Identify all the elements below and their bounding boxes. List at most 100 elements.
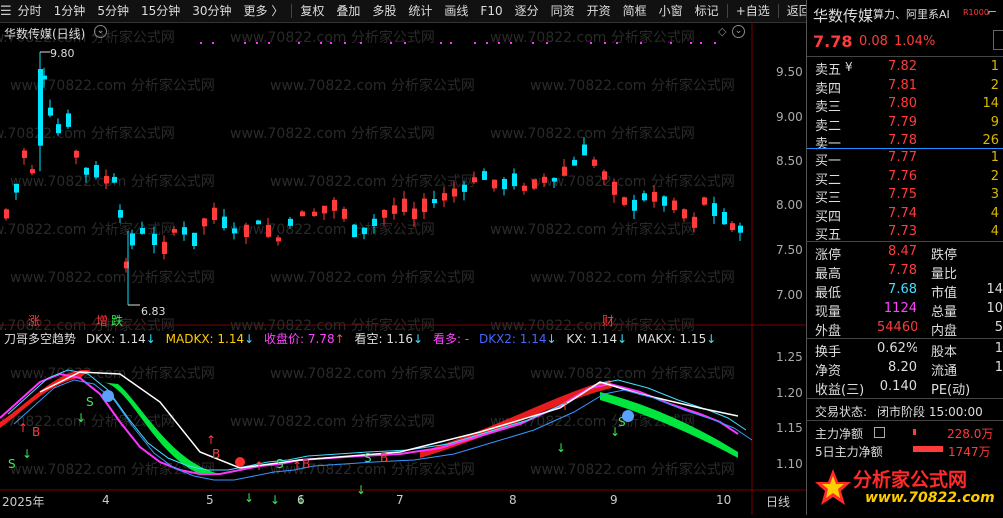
scroll-handle[interactable] [993, 30, 1003, 50]
candle-body [602, 171, 607, 180]
diamond-icon[interactable]: ◇ [718, 25, 727, 38]
stat-value: 10 [986, 301, 1003, 316]
toolbar-button[interactable]: 复权 [300, 4, 325, 18]
indicator-legend: 刀哥多空趋势 DKX: 1.14↓ MADKX: 1.14↓ 收盘价: 7.78… [4, 330, 716, 347]
toolbar-button[interactable]: 小窗 [658, 4, 683, 18]
toolbar-button[interactable]: 同资 [550, 4, 575, 18]
marker-dot [486, 42, 488, 44]
arrow-down-icon: ↓ [413, 332, 424, 346]
candle-body [362, 227, 367, 235]
candle-body [562, 166, 567, 176]
yuan-icon: ¥ [845, 60, 853, 74]
toolbar-separator [777, 4, 779, 18]
watermark: www.70822.com 分析家公式网 [490, 221, 695, 238]
watermark: www.70822.com 分析家公式网 [10, 77, 215, 94]
signal-ball [622, 410, 634, 422]
book-price: 7.82 [888, 59, 917, 74]
stat-value: 0.62% [877, 341, 917, 356]
x-label: 5 [206, 493, 214, 507]
watermark: www.70822.com 分析家公式网 [0, 125, 175, 142]
chart-svg[interactable]: www.70822.com 分析家公式网 www.70822.com 分析家公式网… [0, 22, 806, 515]
toolbar-button[interactable]: 叠加 [336, 4, 361, 18]
book-label: 卖四 [815, 81, 842, 97]
divider [807, 56, 1003, 57]
candle-body [288, 218, 293, 226]
candle-body [422, 198, 427, 213]
book-volume: 2 [990, 77, 999, 93]
price-tick: 8.00 [776, 198, 803, 212]
bull-band [600, 392, 738, 458]
candle-body [512, 173, 517, 187]
marker-dot [670, 42, 672, 44]
book-price: 7.81 [888, 77, 917, 93]
stat-label: 现量 [815, 305, 842, 320]
candle-body [382, 209, 387, 218]
resize-icon[interactable]: ⌐ [987, 5, 998, 19]
toolbar-button[interactable]: 30分钟 [192, 4, 232, 18]
menu-icon[interactable]: ☰ [0, 3, 12, 19]
toolbar-button[interactable]: 返回 [786, 4, 811, 18]
indicator-name: 刀哥多空趋势 [4, 332, 77, 346]
main5-label: 5日主力净额 [815, 445, 883, 459]
toolbar-button[interactable]: 更多 〉 [243, 4, 284, 18]
price-tick: 7.50 [776, 243, 803, 257]
watermark: www.70822.com 分析家公式网 [490, 29, 695, 46]
table-icon[interactable] [874, 427, 885, 438]
candle-body [14, 184, 19, 193]
chart-area[interactable]: www.70822.com 分析家公式网 www.70822.com 分析家公式网… [0, 22, 806, 515]
toolbar-button[interactable]: 开资 [586, 4, 611, 18]
chevron-down-icon[interactable]: ⌄ [94, 25, 107, 38]
candle-body [432, 198, 437, 204]
toolbar-button[interactable]: +自选 [735, 4, 770, 18]
stat-value: 8.47 [888, 244, 917, 259]
toolbar-button[interactable]: 画线 [444, 4, 469, 18]
stat-label: 市值 [931, 286, 958, 301]
candle-body [392, 205, 397, 214]
stat-value: 14 [986, 282, 1003, 297]
toolbar-button[interactable]: 多股 [372, 4, 397, 18]
book-volume: 1 [990, 150, 999, 165]
candle-body [192, 232, 197, 246]
toolbar-button[interactable]: 简框 [622, 4, 647, 18]
candle-body [572, 159, 577, 166]
watermark: www.70822.com 分析家公式网 [230, 317, 435, 334]
watermark: www.70822.com 分析家公式网 [530, 173, 735, 190]
toolbar-button[interactable]: 统计 [408, 4, 433, 18]
close-value: 收盘价: 7.78 [264, 332, 335, 346]
toolbar-button[interactable]: 分时 [17, 4, 42, 18]
toolbar-button[interactable]: 5分钟 [97, 4, 129, 18]
indicator-tick: 1.25 [776, 350, 803, 364]
candle-body [722, 211, 727, 225]
book-label: 卖三 [815, 100, 842, 115]
main-net-bar [913, 429, 916, 435]
marker-dot [604, 42, 606, 44]
stat-value: 1 [994, 360, 1003, 375]
chart-settings-icon[interactable]: ⌄ [732, 25, 745, 38]
toolbar-button[interactable]: 1分钟 [53, 4, 86, 18]
toolbar-button[interactable]: 逐分 [514, 4, 539, 18]
stat-label: 流通 [931, 364, 958, 379]
candle-body [104, 176, 109, 184]
arrow-down-icon: ↓ [296, 493, 306, 507]
toolbar-button[interactable]: 标记 [694, 4, 719, 18]
book-price: 7.78 [888, 133, 917, 148]
dkx-value: DKX: 1.14 [85, 332, 146, 346]
book-volume: 4 [990, 205, 999, 221]
price-tick: 7.00 [776, 288, 803, 302]
book-volume: 3 [990, 187, 999, 202]
dkx2-value: DKX2: 1.14 [478, 332, 547, 346]
book-label: 买五 [815, 228, 842, 243]
marker-dot [616, 42, 618, 44]
arrow-down-icon: ↓ [270, 493, 280, 507]
arrow-up-icon: ↑ [206, 433, 216, 447]
toolbar-button[interactable]: 15分钟 [140, 4, 181, 18]
candle-body [532, 179, 537, 189]
watermark: www.70822.com 分析家公式网 [530, 461, 735, 478]
candle-body [276, 237, 281, 242]
stat-value: 0.140 [879, 379, 917, 394]
x-label: 2025年 [2, 495, 45, 509]
stat-label: 跌停 [931, 248, 958, 263]
candle-body [342, 208, 347, 219]
toolbar-button[interactable]: F10 [480, 4, 503, 18]
tag-fall: 跌 [111, 314, 124, 328]
